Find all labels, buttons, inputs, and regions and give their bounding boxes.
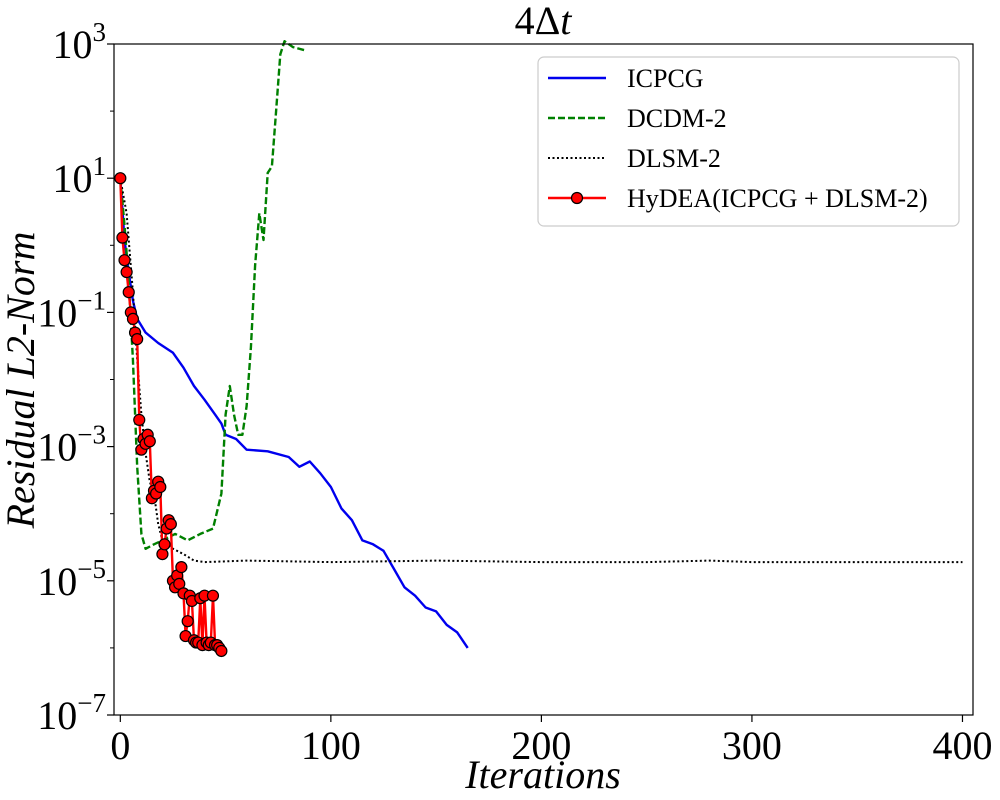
legend-label: DCDM-2 — [627, 104, 727, 133]
series-line — [119, 178, 469, 649]
series-1 — [119, 40, 306, 550]
data-point — [156, 547, 169, 561]
data-point — [175, 561, 188, 574]
y-tick-label: 10−1 — [37, 285, 106, 335]
y-tick-label: 101 — [53, 151, 107, 201]
data-point — [158, 538, 171, 551]
legend-label: DLSM-2 — [627, 144, 721, 173]
data-point — [114, 172, 127, 185]
legend-marker — [570, 191, 584, 205]
x-tick-label: 0 — [110, 723, 130, 768]
x-tick-label: 100 — [301, 723, 361, 768]
x-tick-label: 300 — [722, 723, 782, 768]
data-point — [215, 644, 228, 658]
series-line — [119, 40, 306, 550]
data-point — [118, 254, 131, 267]
y-tick-label: 10−3 — [37, 420, 106, 470]
data-point — [122, 286, 135, 299]
series-layer — [114, 40, 963, 658]
data-point — [143, 435, 156, 448]
data-point — [120, 265, 133, 279]
y-tick-label: 10−5 — [37, 554, 106, 604]
legend-label: ICPCG — [627, 64, 704, 93]
axes-layer: 0 100 200 300 400 10−7 10−5 10−3 10−1 101 103 — [37, 17, 992, 768]
series-line — [119, 178, 963, 564]
x-axis-title: Iterations — [464, 752, 621, 797]
data-point — [164, 517, 177, 531]
x-tick-label: 400 — [932, 723, 992, 768]
data-point — [206, 589, 220, 602]
data-point — [133, 413, 146, 426]
series-3 — [114, 172, 228, 658]
y-tick-label: 103 — [53, 17, 107, 67]
y-axis-title: Residual L2-Norm — [0, 232, 43, 530]
series-0 — [119, 178, 469, 649]
data-point — [131, 333, 144, 346]
legend-box — [537, 56, 960, 227]
legend-label: HyDEA(ICPCG + DLSM-2) — [627, 184, 928, 213]
legend: ICPCG DCDM-2 DLSM-2 HyDEA(ICPCG + DLSM-2) — [537, 56, 960, 227]
data-point — [181, 615, 194, 628]
series-2 — [119, 178, 963, 564]
y-tick-label: 10−7 — [37, 688, 106, 738]
x-tick-label: 200 — [511, 723, 571, 768]
data-point — [154, 480, 167, 494]
data-point — [116, 231, 129, 244]
chart-title: 4Δt — [515, 0, 573, 43]
data-point — [126, 312, 140, 326]
